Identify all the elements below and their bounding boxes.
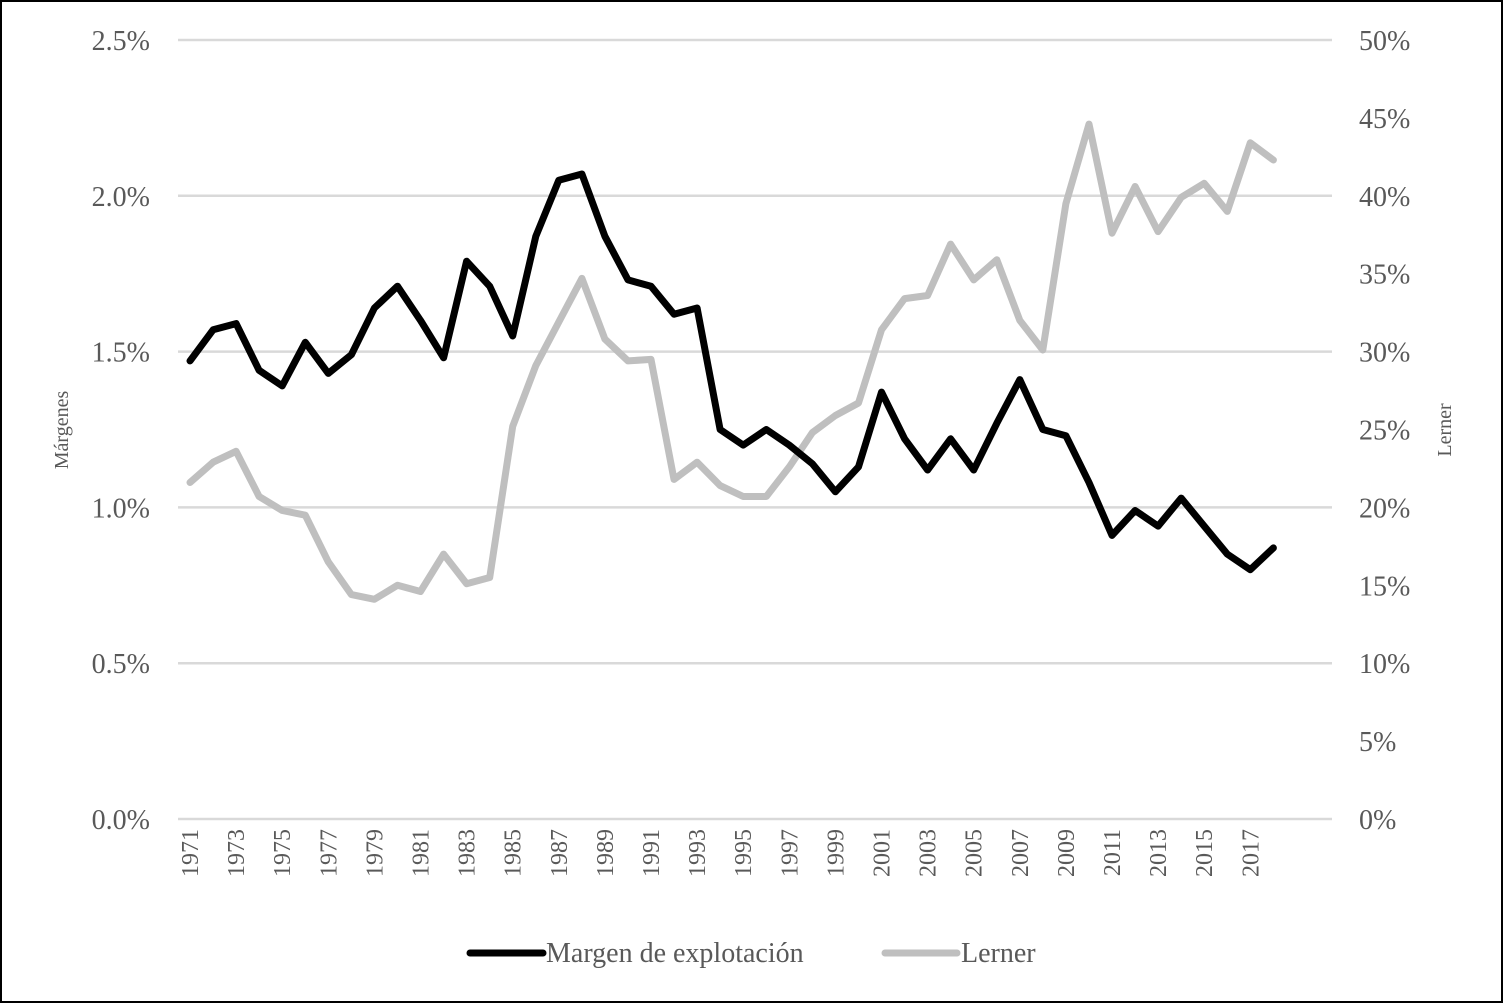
left-axis-ticks: 0.0% 0.5% 1.0% 1.5% 2.0% 2.5% <box>92 26 150 836</box>
x-tick-label: 1987 <box>547 829 573 877</box>
x-tick-label: 1985 <box>501 829 527 877</box>
legend-label-lerner: Lerner <box>961 938 1036 969</box>
left-tick-label: 1.5% <box>92 338 150 369</box>
right-tick-label: 40% <box>1359 182 1410 213</box>
gridlines <box>178 38 1332 821</box>
x-tick-label: 1971 <box>178 829 204 877</box>
right-tick-label: 10% <box>1359 649 1410 680</box>
right-tick-label: 35% <box>1359 260 1410 291</box>
left-tick-label: 2.0% <box>92 182 150 213</box>
right-axis-title: Lerner <box>1434 403 1456 457</box>
left-tick-label: 2.5% <box>92 26 150 57</box>
x-tick-label: 1975 <box>270 829 296 877</box>
x-tick-label: 1991 <box>639 829 665 877</box>
x-axis-ticks: 1971 1973 1975 1977 1979 1981 1983 1985 1987 1989… <box>178 829 1264 877</box>
x-tick-label: 1997 <box>777 829 803 877</box>
x-tick-label: 2017 <box>1238 829 1264 877</box>
left-tick-label: 1.0% <box>92 493 150 524</box>
right-tick-label: 0% <box>1359 805 1396 836</box>
x-tick-label: 1999 <box>823 829 849 877</box>
right-tick-label: 30% <box>1359 338 1410 369</box>
series-line-lerner <box>186 120 1277 603</box>
x-tick-label: 2009 <box>1054 829 1080 877</box>
x-tick-label: 2013 <box>1146 829 1172 877</box>
right-tick-label: 25% <box>1359 416 1410 447</box>
legend: Margen de explotación Lerner <box>466 938 1036 969</box>
x-tick-label: 1977 <box>316 829 342 877</box>
x-tick-label: 2005 <box>962 829 988 877</box>
x-tick-label: 1979 <box>362 829 388 877</box>
x-tick-label: 1981 <box>409 829 435 877</box>
left-tick-label: 0.5% <box>92 649 150 680</box>
x-tick-label: 2007 <box>1008 829 1034 877</box>
x-tick-label: 1989 <box>593 829 619 877</box>
x-tick-label: 1983 <box>455 829 481 877</box>
legend-label-margen: Margen de explotación <box>546 938 804 969</box>
x-tick-label: 2001 <box>870 829 896 877</box>
x-tick-label: 1995 <box>731 829 757 877</box>
x-tick-label: 2011 <box>1100 829 1126 876</box>
right-tick-label: 15% <box>1359 571 1410 602</box>
right-tick-label: 45% <box>1359 104 1410 135</box>
left-tick-label: 0.0% <box>92 805 150 836</box>
right-tick-label: 50% <box>1359 26 1410 57</box>
left-axis-title: Márgenes <box>51 391 73 470</box>
x-tick-label: 2015 <box>1192 829 1218 877</box>
right-axis-ticks: 0% 5% 10% 15% 20% 25% 30% 35% 40% 45% 50% <box>1359 26 1410 836</box>
series-lines <box>186 120 1277 603</box>
x-tick-label: 1993 <box>685 829 711 877</box>
x-tick-label: 2003 <box>916 829 942 877</box>
x-tick-label: 1973 <box>224 829 250 877</box>
right-tick-label: 5% <box>1359 727 1396 758</box>
series-line-margen <box>186 170 1277 574</box>
right-tick-label: 20% <box>1359 493 1410 524</box>
